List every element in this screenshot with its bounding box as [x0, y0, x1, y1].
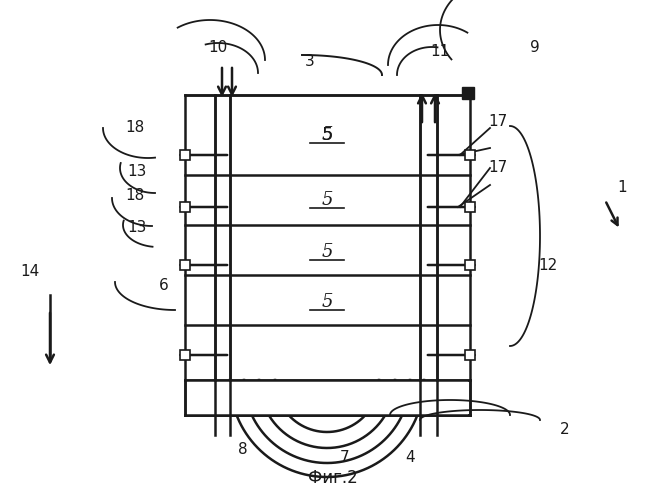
Text: 5: 5 — [321, 191, 333, 209]
Bar — [180, 202, 190, 212]
Text: Фиг.2: Фиг.2 — [308, 469, 358, 487]
Text: 2: 2 — [560, 422, 570, 438]
Text: 4: 4 — [405, 450, 415, 466]
Bar — [465, 350, 475, 360]
Text: 14: 14 — [21, 264, 39, 280]
Text: 17: 17 — [488, 160, 507, 176]
Text: 7: 7 — [340, 450, 350, 466]
Text: 9: 9 — [530, 40, 540, 56]
Text: 10: 10 — [208, 40, 228, 56]
Text: 3: 3 — [305, 54, 315, 70]
Text: 18: 18 — [125, 188, 145, 202]
Bar — [187, 380, 468, 415]
Bar — [180, 150, 190, 160]
Bar — [465, 150, 475, 160]
Text: 12: 12 — [538, 258, 557, 272]
Text: 13: 13 — [127, 164, 147, 180]
Text: 6: 6 — [159, 278, 169, 292]
Bar — [180, 350, 190, 360]
Text: 11: 11 — [430, 44, 450, 60]
Bar — [462, 87, 474, 99]
Text: 5: 5 — [321, 126, 333, 144]
Bar — [180, 260, 190, 270]
Text: 17: 17 — [488, 114, 507, 130]
Text: 5: 5 — [321, 293, 333, 311]
Text: 1: 1 — [617, 180, 627, 196]
Text: 8: 8 — [238, 442, 248, 458]
Bar — [465, 260, 475, 270]
Bar — [465, 202, 475, 212]
Text: 5: 5 — [321, 243, 333, 261]
Text: 5: 5 — [321, 126, 333, 144]
Text: 13: 13 — [127, 220, 147, 236]
Text: 18: 18 — [125, 120, 145, 136]
